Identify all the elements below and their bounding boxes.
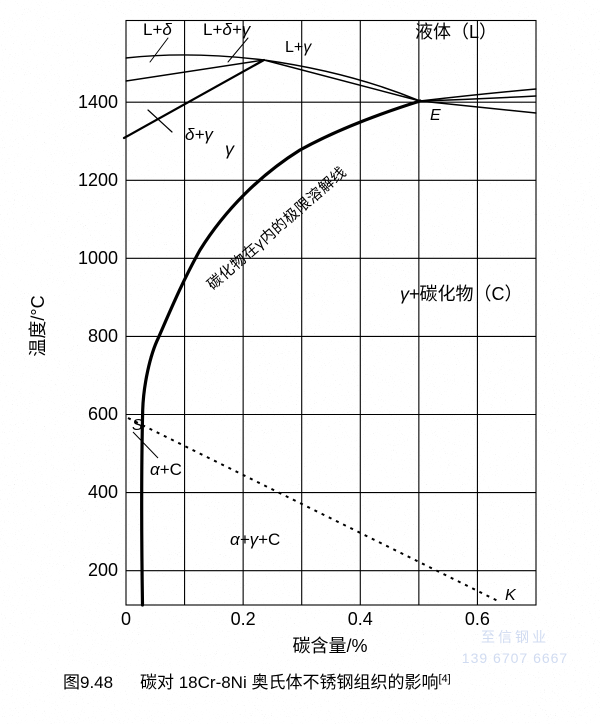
svg-text:δ+γ: δ+γ	[185, 125, 214, 144]
svg-text:E: E	[430, 107, 441, 124]
svg-text:139 6707 6667: 139 6707 6667	[462, 650, 568, 666]
svg-text:1200: 1200	[78, 170, 118, 190]
svg-text:L+δ+γ: L+δ+γ	[203, 20, 252, 39]
svg-text:600: 600	[88, 404, 118, 424]
svg-text:1400: 1400	[78, 92, 118, 112]
svg-text:液体（L）: 液体（L）	[415, 22, 497, 42]
svg-text:800: 800	[88, 326, 118, 346]
svg-text:0.2: 0.2	[231, 609, 256, 629]
svg-text:200: 200	[88, 560, 118, 580]
svg-text:γ: γ	[225, 139, 235, 159]
svg-text:α+C: α+C	[150, 460, 182, 479]
svg-text:碳对 18Cr-8Ni 奥氏体不锈钢组织的影响[4]: 碳对 18Cr-8Ni 奥氏体不锈钢组织的影响[4]	[140, 673, 451, 692]
svg-text:温度/°C: 温度/°C	[28, 295, 48, 356]
svg-text:0: 0	[121, 609, 131, 629]
svg-text:1000: 1000	[78, 248, 118, 268]
svg-text:0.6: 0.6	[465, 609, 490, 629]
svg-text:α+γ+C: α+γ+C	[230, 530, 280, 549]
svg-text:S: S	[132, 417, 143, 434]
svg-text:0.4: 0.4	[348, 609, 373, 629]
svg-text:400: 400	[88, 482, 118, 502]
svg-text:L+δ: L+δ	[143, 20, 172, 39]
svg-text:L+γ: L+γ	[285, 39, 312, 56]
svg-text:γ+碳化物（C）: γ+碳化物（C）	[400, 284, 523, 304]
svg-text:至信钢业: 至信钢业	[481, 629, 549, 645]
svg-text:碳含量/%: 碳含量/%	[292, 636, 367, 656]
svg-text:K: K	[505, 587, 517, 604]
svg-text:图9.48: 图9.48	[63, 673, 113, 692]
